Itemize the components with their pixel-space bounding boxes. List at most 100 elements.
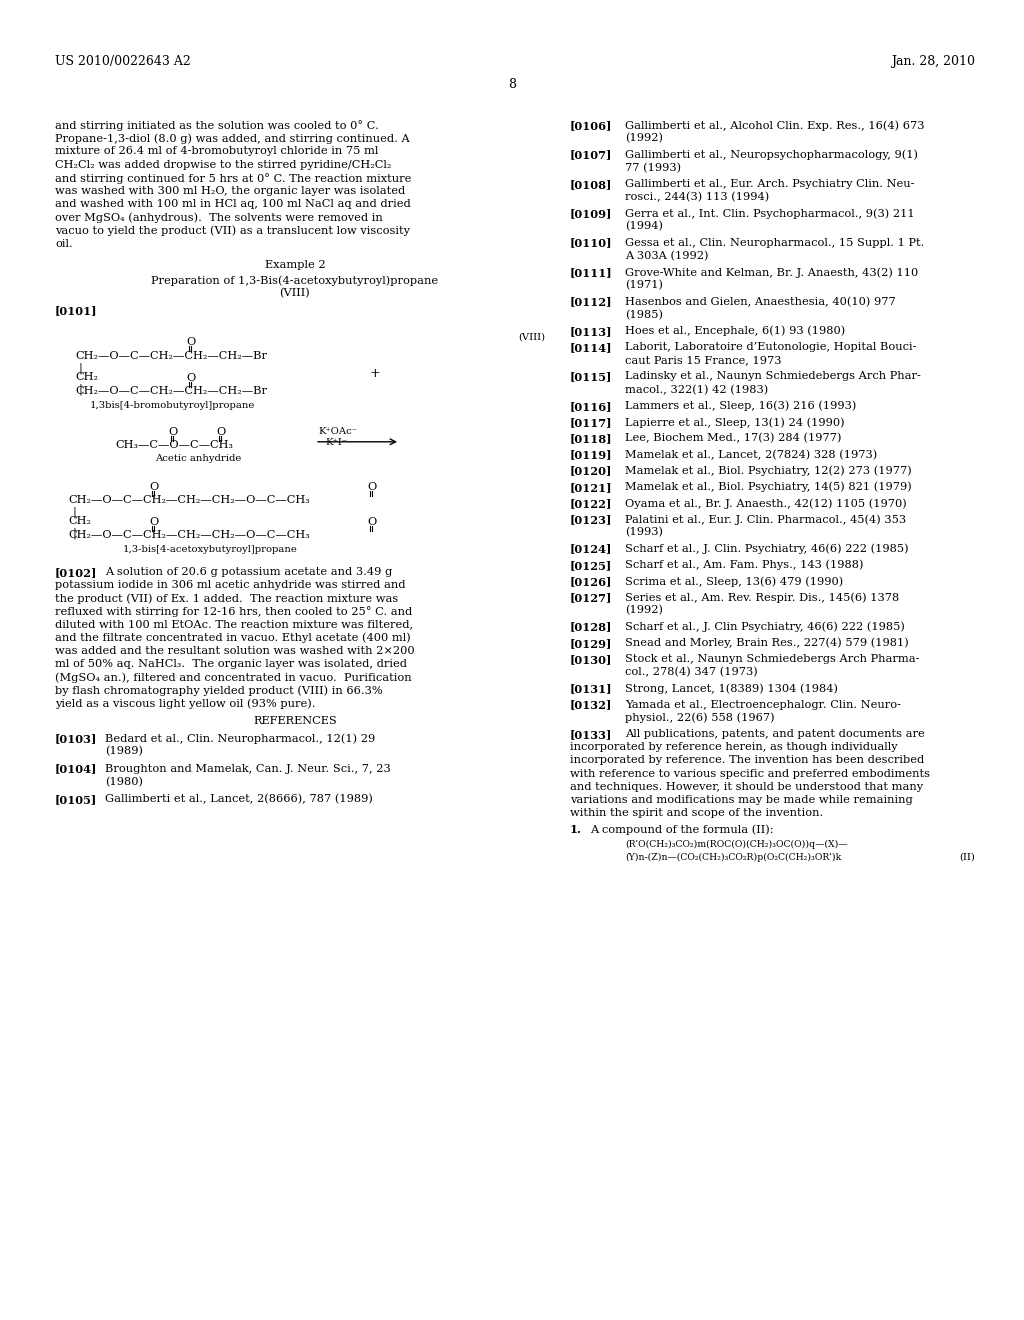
Text: [0133]: [0133] xyxy=(570,729,612,741)
Text: (Y)n-(Z)n—(CO₂(CH₂)₃CO₂R)p(O₂C(CH₂)₃OR’)k: (Y)n-(Z)n—(CO₂(CH₂)₃CO₂R)p(O₂C(CH₂)₃OR’)… xyxy=(625,853,842,862)
Text: A compound of the formula (II):: A compound of the formula (II): xyxy=(590,825,773,836)
Text: [0124]: [0124] xyxy=(570,544,612,554)
Text: by flash chromatography yielded product (VIII) in 66.3%: by flash chromatography yielded product … xyxy=(55,685,383,696)
Text: A solution of 20.6 g potassium acetate and 3.49 g: A solution of 20.6 g potassium acetate a… xyxy=(105,566,392,577)
Text: Hoes et al., Encephale, 6(1) 93 (1980): Hoes et al., Encephale, 6(1) 93 (1980) xyxy=(625,326,845,337)
Text: and washed with 100 ml in HCl aq, 100 ml NaCl aq and dried: and washed with 100 ml in HCl aq, 100 ml… xyxy=(55,199,411,209)
Text: (R’O(CH₂)₃CO₂)m(ROC(O)(CH₂)₃OC(O))q—(X)—: (R’O(CH₂)₃CO₂)m(ROC(O)(CH₂)₃OC(O))q—(X)— xyxy=(625,840,848,849)
Text: CH₂—O—C—CH₂—CH₂—CH₂—O—C—CH₃: CH₂—O—C—CH₂—CH₂—CH₂—O—C—CH₃ xyxy=(68,495,309,504)
Text: [0118]: [0118] xyxy=(570,433,612,445)
Text: Series et al., Am. Rev. Respir. Dis., 145(6) 1378: Series et al., Am. Rev. Respir. Dis., 14… xyxy=(625,593,899,603)
Text: Scharf et al., Am. Fam. Phys., 143 (1988): Scharf et al., Am. Fam. Phys., 143 (1988… xyxy=(625,560,863,570)
Text: 8: 8 xyxy=(508,78,516,91)
Text: [0130]: [0130] xyxy=(570,653,612,665)
Text: US 2010/0022643 A2: US 2010/0022643 A2 xyxy=(55,55,190,69)
Text: and the filtrate concentrated in vacuo. Ethyl acetate (400 ml): and the filtrate concentrated in vacuo. … xyxy=(55,632,411,643)
Text: (1985): (1985) xyxy=(625,310,663,319)
Text: Broughton and Mamelak, Can. J. Neur. Sci., 7, 23: Broughton and Mamelak, Can. J. Neur. Sci… xyxy=(105,763,391,774)
Text: All publications, patents, and patent documents are: All publications, patents, and patent do… xyxy=(625,729,925,739)
Text: O: O xyxy=(150,482,159,492)
Text: [0105]: [0105] xyxy=(55,795,97,805)
Text: and stirring continued for 5 hrs at 0° C. The reaction mixture: and stirring continued for 5 hrs at 0° C… xyxy=(55,173,412,183)
Text: and techniques. However, it should be understood that many: and techniques. However, it should be un… xyxy=(570,781,923,792)
Text: [0115]: [0115] xyxy=(570,371,612,383)
Text: (MgSO₄ an.), filtered and concentrated in vacuo.  Purification: (MgSO₄ an.), filtered and concentrated i… xyxy=(55,672,412,682)
Text: diluted with 100 ml EtOAc. The reaction mixture was filtered,: diluted with 100 ml EtOAc. The reaction … xyxy=(55,619,413,630)
Text: [0114]: [0114] xyxy=(570,342,612,352)
Text: K⁺OAc⁻: K⁺OAc⁻ xyxy=(318,426,357,436)
Text: ml of 50% aq. NaHCl₃.  The organic layer was isolated, dried: ml of 50% aq. NaHCl₃. The organic layer … xyxy=(55,659,407,669)
Text: Gallimberti et al., Eur. Arch. Psychiatry Clin. Neu-: Gallimberti et al., Eur. Arch. Psychiatr… xyxy=(625,178,914,189)
Text: 1.: 1. xyxy=(570,825,582,836)
Text: oil.: oil. xyxy=(55,239,73,248)
Text: Acetic anhydride: Acetic anhydride xyxy=(155,454,242,463)
Text: Scharf et al., J. Clin. Psychiatry, 46(6) 222 (1985): Scharf et al., J. Clin. Psychiatry, 46(6… xyxy=(625,544,908,554)
Text: Oyama et al., Br. J. Anaesth., 42(12) 1105 (1970): Oyama et al., Br. J. Anaesth., 42(12) 11… xyxy=(625,498,906,508)
Text: [0121]: [0121] xyxy=(570,482,612,492)
Text: [0106]: [0106] xyxy=(570,120,612,131)
Text: (1971): (1971) xyxy=(625,280,663,290)
Text: O: O xyxy=(216,426,225,437)
Text: [0108]: [0108] xyxy=(570,178,612,190)
Text: K⁺I⁻: K⁺I⁻ xyxy=(325,438,347,446)
Text: Scharf et al., J. Clin Psychiatry, 46(6) 222 (1985): Scharf et al., J. Clin Psychiatry, 46(6)… xyxy=(625,622,905,632)
Text: caut Paris 15 France, 1973: caut Paris 15 France, 1973 xyxy=(625,355,781,366)
Text: A 303A (1992): A 303A (1992) xyxy=(625,251,709,261)
Text: CH₂—O—C—CH₂—CH₂—CH₂—O—C—CH₃: CH₂—O—C—CH₂—CH₂—CH₂—O—C—CH₃ xyxy=(68,529,309,540)
Text: incorporated by reference herein, as though individually: incorporated by reference herein, as tho… xyxy=(570,742,898,752)
Text: CH₂—O—C—CH₂—CH₂—CH₂—Br: CH₂—O—C—CH₂—CH₂—CH₂—Br xyxy=(75,385,267,396)
Text: [0126]: [0126] xyxy=(570,576,612,587)
Text: [0122]: [0122] xyxy=(570,498,612,510)
Text: (VIII): (VIII) xyxy=(280,288,310,298)
Text: Preparation of 1,3-Bis(4-acetoxybutyroyl)propane: Preparation of 1,3-Bis(4-acetoxybutyroyl… xyxy=(152,275,438,285)
Text: yield as a viscous light yellow oil (93% pure).: yield as a viscous light yellow oil (93%… xyxy=(55,698,315,709)
Text: [0103]: [0103] xyxy=(55,733,97,744)
Text: refluxed with stirring for 12-16 hrs, then cooled to 25° C. and: refluxed with stirring for 12-16 hrs, th… xyxy=(55,606,413,618)
Text: [0117]: [0117] xyxy=(570,417,612,428)
Text: [0120]: [0120] xyxy=(570,466,612,477)
Text: [0110]: [0110] xyxy=(570,238,612,248)
Text: (1992): (1992) xyxy=(625,606,663,615)
Text: [0128]: [0128] xyxy=(570,622,612,632)
Text: and stirring initiated as the solution was cooled to 0° C.: and stirring initiated as the solution w… xyxy=(55,120,379,131)
Text: CH₂Cl₂ was added dropwise to the stirred pyridine/CH₂Cl₂: CH₂Cl₂ was added dropwise to the stirred… xyxy=(55,160,391,169)
Text: O: O xyxy=(186,337,196,347)
Text: (1980): (1980) xyxy=(105,776,143,787)
Text: O: O xyxy=(168,426,177,437)
Text: [0113]: [0113] xyxy=(570,326,612,337)
Text: [0125]: [0125] xyxy=(570,560,612,570)
Text: [0101]: [0101] xyxy=(55,306,97,317)
Text: Lammers et al., Sleep, 16(3) 216 (1993): Lammers et al., Sleep, 16(3) 216 (1993) xyxy=(625,401,856,412)
Text: Lapierre et al., Sleep, 13(1) 24 (1990): Lapierre et al., Sleep, 13(1) 24 (1990) xyxy=(625,417,845,428)
Text: O: O xyxy=(367,517,376,527)
Text: [0102]: [0102] xyxy=(55,566,97,578)
Text: Ladinsky et al., Naunyn Schmiedebergs Arch Phar-: Ladinsky et al., Naunyn Schmiedebergs Ar… xyxy=(625,371,921,381)
Text: CH₂: CH₂ xyxy=(75,372,98,381)
Text: (1993): (1993) xyxy=(625,528,663,537)
Text: |: | xyxy=(79,384,83,395)
Text: O: O xyxy=(367,482,376,492)
Text: Gerra et al., Int. Clin. Psychopharmacol., 9(3) 211: Gerra et al., Int. Clin. Psychopharmacol… xyxy=(625,209,914,219)
Text: Stock et al., Naunyn Schmiedebergs Arch Pharma-: Stock et al., Naunyn Schmiedebergs Arch … xyxy=(625,653,920,664)
Text: 77 (1993): 77 (1993) xyxy=(625,162,681,173)
Text: O: O xyxy=(150,517,159,527)
Text: [0129]: [0129] xyxy=(570,638,612,649)
Text: CH₃—C—O—C—CH₃: CH₃—C—O—C—CH₃ xyxy=(115,440,233,450)
Text: Gallimberti et al., Neuropsychopharmacology, 9(1): Gallimberti et al., Neuropsychopharmacol… xyxy=(625,149,918,160)
Text: Snead and Morley, Brain Res., 227(4) 579 (1981): Snead and Morley, Brain Res., 227(4) 579… xyxy=(625,638,908,648)
Text: within the spirit and scope of the invention.: within the spirit and scope of the inven… xyxy=(570,808,823,818)
Text: [0123]: [0123] xyxy=(570,515,612,525)
Text: incorporated by reference. The invention has been described: incorporated by reference. The invention… xyxy=(570,755,925,766)
Text: col., 278(4) 347 (1973): col., 278(4) 347 (1973) xyxy=(625,667,758,677)
Text: Bedard et al., Clin. Neuropharmacol., 12(1) 29: Bedard et al., Clin. Neuropharmacol., 12… xyxy=(105,733,375,743)
Text: was washed with 300 ml H₂O, the organic layer was isolated: was washed with 300 ml H₂O, the organic … xyxy=(55,186,406,195)
Text: Propane-1,3-diol (8.0 g) was added, and stirring continued. A: Propane-1,3-diol (8.0 g) was added, and … xyxy=(55,133,410,144)
Text: Grove-White and Kelman, Br. J. Anaesth, 43(2) 110: Grove-White and Kelman, Br. J. Anaesth, … xyxy=(625,267,919,277)
Text: Example 2: Example 2 xyxy=(264,260,326,271)
Text: (1989): (1989) xyxy=(105,746,143,756)
Text: vacuo to yield the product (VII) as a translucent low viscosity: vacuo to yield the product (VII) as a tr… xyxy=(55,226,410,236)
Text: Gallimberti et al., Lancet, 2(8666), 787 (1989): Gallimberti et al., Lancet, 2(8666), 787… xyxy=(105,795,373,804)
Text: 1,3bis[4-bromobutyroyl]propane: 1,3bis[4-bromobutyroyl]propane xyxy=(90,401,255,409)
Text: variations and modifications may be made while remaining: variations and modifications may be made… xyxy=(570,795,912,805)
Text: Palatini et al., Eur. J. Clin. Pharmacol., 45(4) 353: Palatini et al., Eur. J. Clin. Pharmacol… xyxy=(625,515,906,525)
